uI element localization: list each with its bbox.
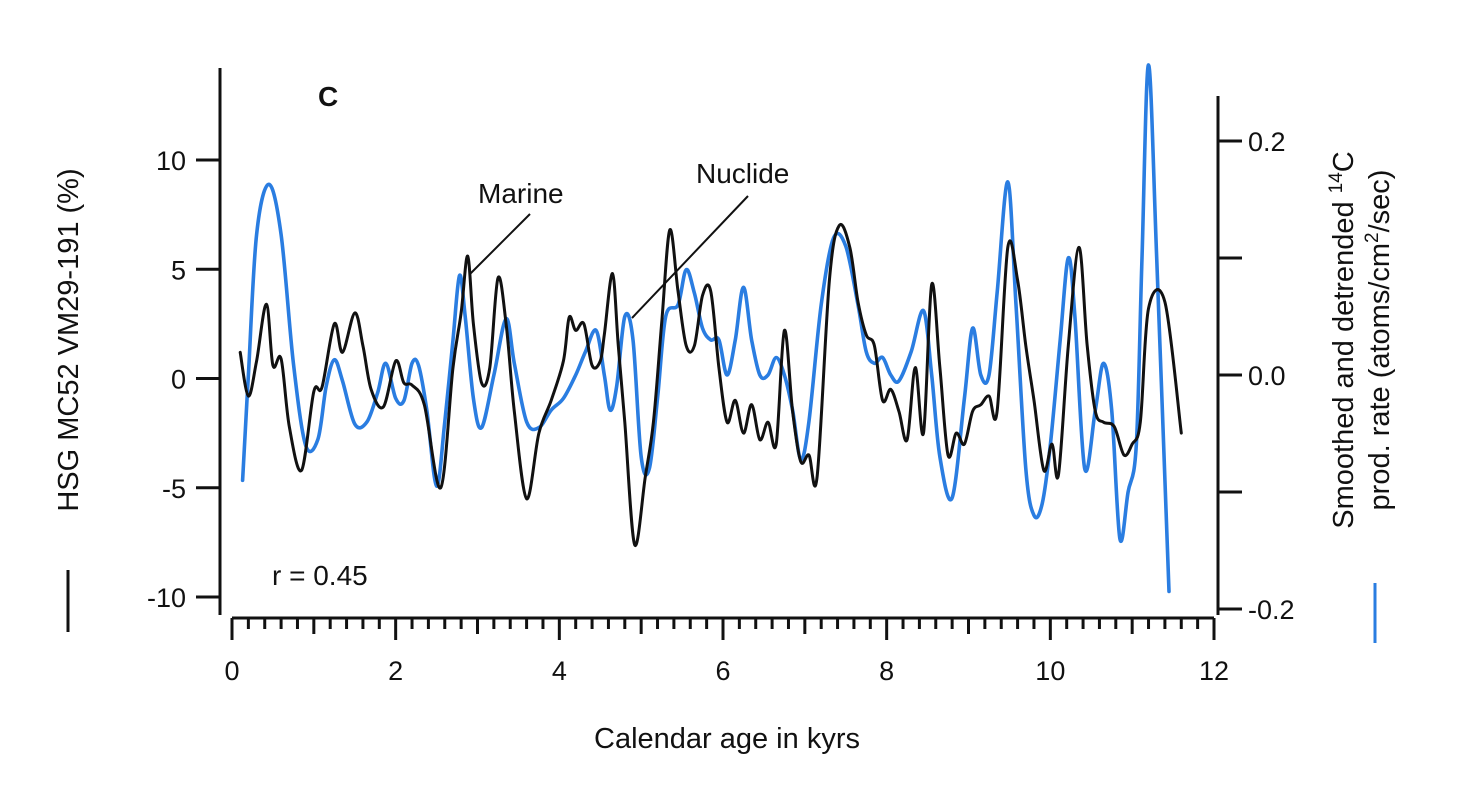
x-tick-label: 8: [879, 656, 894, 686]
y-axis-left-label-text: HSG MC52 VM29-191 (%): [53, 168, 85, 511]
x-tick-label: 4: [552, 656, 567, 686]
marine-series-line: [238, 222, 1183, 547]
y-left-tick-label: -10: [147, 583, 186, 613]
y-left-tick-label: 10: [156, 146, 186, 176]
panel-label: C: [318, 81, 338, 112]
x-axis-label: Calendar age in kyrs: [594, 723, 860, 755]
y-axis-right-label-line1: Smoothed and detrended 14C: [1326, 151, 1360, 528]
correlation-label: r = 0.45: [272, 560, 368, 591]
x-tick-label: 12: [1199, 656, 1229, 686]
x-tick-label: 6: [715, 656, 730, 686]
x-tick-label: 0: [224, 656, 239, 686]
x-tick-label: 2: [388, 656, 403, 686]
nuclide-series-line: [240, 63, 1171, 594]
annotation-layer: C Marine Nuclide r = 0.45 Calendar age i…: [53, 81, 1396, 755]
y-axis-right-label-line2: prod. rate (atoms/cm2/sec): [1362, 170, 1396, 511]
y-left-tick-label: 5: [171, 255, 186, 285]
nuclide-leader-line: [631, 195, 749, 319]
marine-leader-line: [469, 213, 531, 275]
y-axis-left-label: HSG MC52 VM29-191 (%): [53, 168, 85, 511]
tick-layer: 0 2 4 6 8 10 12 -10 -5 0 5 10 -0.2 0.0 0.2: [147, 127, 1295, 686]
y-left-tick-label: 0: [171, 365, 186, 395]
y-right-tick-label: 0.2: [1248, 127, 1286, 157]
y-right-tick-label: -0.2: [1248, 595, 1295, 625]
axes-layer: [218, 68, 1220, 620]
y-left-tick-label: -5: [162, 474, 186, 504]
marine-label: Marine: [478, 178, 564, 209]
y-right-tick-label: 0.0: [1248, 361, 1286, 391]
y-axis-right-label: Smoothed and detrended 14C prod. rate (a…: [1326, 151, 1396, 528]
nuclide-label: Nuclide: [696, 158, 789, 189]
series-layer: [238, 63, 1183, 594]
x-tick-label: 10: [1035, 656, 1065, 686]
